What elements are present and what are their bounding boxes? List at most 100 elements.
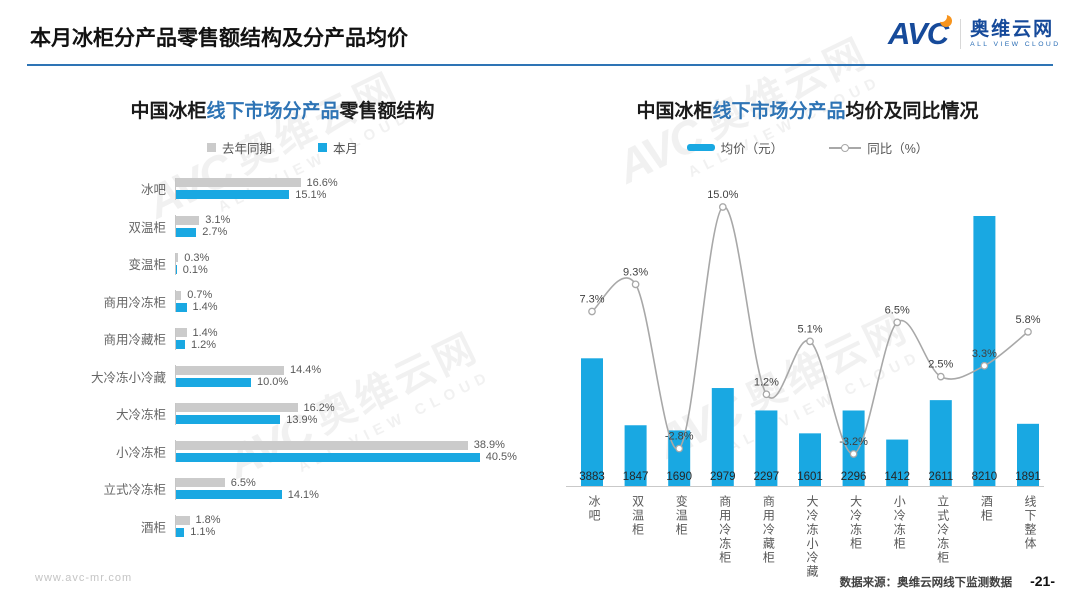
legend-item-avg-price: 均价（元） (686, 138, 783, 157)
bar-pair: 16.2% 13.9% (175, 402, 535, 426)
yoy-value-label: 5.1% (797, 323, 822, 335)
legend-swatch-blue (318, 143, 327, 152)
bar-this-month (176, 265, 177, 275)
yoy-point (849, 450, 858, 458)
category-label: 线下整体 (1023, 495, 1037, 551)
chart-row: 小冷冻柜 38.9% 40.5% (30, 433, 535, 471)
yoy-value-label: 5.8% (1015, 314, 1040, 326)
page-number: -21- (1030, 573, 1055, 589)
category-label: 立式冷冻柜 (103, 483, 166, 498)
category-label: 商用冷藏柜 (761, 495, 776, 565)
bar-value-label: 1.1% (190, 526, 216, 539)
bar-value-label: 15.1% (295, 188, 327, 201)
left-chart-title-suffix: 零售额结构 (339, 101, 435, 122)
bar-value-label: 3.1% (205, 214, 231, 227)
crescent-icon (936, 11, 953, 27)
bar-track: 1.8% (176, 514, 535, 527)
yoy-point (762, 390, 771, 399)
bar-value-label: 1.8% (195, 514, 221, 527)
chart-row: 立式冷冻柜 6.5% 14.1% (30, 470, 535, 508)
yoy-point (631, 280, 640, 289)
chart-row: 冰吧 16.6% 15.1% (30, 170, 535, 208)
price-bar (711, 388, 734, 486)
left-chart-title-highlight: 线下市场分产品 (206, 101, 340, 122)
chart-row: 大冷冻小冷藏 14.4% 10.0% (30, 358, 535, 396)
avc-logo: AVC 奥维云网 ALL VIEW CLOUD (888, 11, 1061, 52)
bar-value-label: 14.4% (290, 364, 322, 377)
yoy-point (806, 337, 814, 346)
bar-track: 0.1% (176, 264, 535, 276)
bar-last-year (176, 365, 284, 375)
price-bar (799, 433, 821, 486)
bar-value-label: 13.9% (286, 413, 318, 426)
bar-value-label: 1.4% (192, 326, 218, 339)
price-value-label: 1601 (797, 471, 823, 483)
website-url: www.avc-mr.com (35, 572, 133, 584)
bar-track: 13.9% (176, 413, 535, 426)
left-chart-title: 中国冰柜线下市场分产品零售额结构 (30, 96, 535, 123)
price-value-label: 2611 (928, 471, 953, 483)
bar-track: 3.1% (176, 214, 535, 227)
right-chart-title-prefix: 中国冰柜 (636, 101, 713, 122)
yoy-value-label: -3.2% (839, 436, 868, 448)
bar-pair: 1.8% 1.1% (175, 514, 535, 539)
bar-track: 15.1% (176, 188, 535, 201)
avg-price-chart-section: 中国冰柜线下市场分产品均价及同比情况 均价（元） 同比（%） 3883 1847 1… (555, 88, 1060, 588)
logo-text-block: 奥维云网 ALL VIEW CLOUD (970, 20, 1060, 48)
chart-row: 变温柜 0.3% 0.1% (30, 245, 535, 283)
bar-track: 0.7% (176, 289, 535, 301)
right-chart-title: 中国冰柜线下市场分产品均价及同比情况 (555, 96, 1060, 123)
legend-label: 去年同期 (221, 142, 272, 156)
legend-bar-icon (686, 144, 715, 151)
legend-label: 本月 (333, 142, 359, 156)
legend-swatch-gray (206, 143, 216, 152)
category-label: 立式冷冻柜 (935, 495, 950, 565)
yoy-value-label: 3.3% (972, 348, 997, 360)
chart-row: 大冷冻柜 16.2% 13.9% (30, 395, 535, 433)
category-label: 大冷冻小冷藏 (90, 370, 166, 385)
category-label: 小冷冻柜 (115, 445, 166, 460)
yoy-value-label: 15.0% (707, 189, 738, 201)
bar-track: 16.2% (176, 402, 535, 414)
footer-right: 数据来源：奥维云网线下监测数据 -21- (840, 573, 1055, 590)
bar-track: 10.0% (176, 376, 535, 388)
logo-divider (960, 19, 962, 49)
right-chart-legend: 均价（元） 同比（%） (555, 138, 1060, 157)
price-bar (973, 216, 996, 486)
yoy-value-label: 1.2% (754, 376, 779, 388)
yoy-point (718, 203, 727, 211)
price-value-label: 1847 (623, 471, 649, 483)
bar-track: 14.4% (176, 364, 535, 377)
bar-this-month (176, 377, 251, 387)
bar-pair: 0.3% 0.1% (175, 252, 535, 276)
bar-track: 14.1% (176, 488, 535, 501)
bar-this-month (176, 415, 281, 425)
category-label: 双温柜 (128, 220, 166, 235)
bar-this-month (176, 190, 290, 200)
bar-pair: 1.4% 1.2% (175, 326, 535, 351)
bar-last-year (176, 440, 468, 450)
bar-value-label: 14.1% (287, 488, 319, 501)
bar-pair: 16.6% 15.1% (175, 177, 535, 201)
legend-label: 同比（%） (867, 142, 929, 156)
yoy-value-label: 7.3% (579, 293, 604, 305)
bar-track: 6.5% (176, 476, 535, 489)
bar-pair: 38.9% 40.5% (175, 439, 535, 463)
bar-last-year (176, 515, 190, 525)
price-bar (668, 430, 691, 486)
page-title: 本月冰柜分产品零售额结构及分产品均价 (30, 27, 408, 50)
bar-track: 16.6% (176, 177, 535, 189)
bar-this-month (176, 527, 185, 537)
avc-logo-brand-text: AVC (888, 16, 949, 51)
bar-track: 1.4% (176, 301, 535, 313)
bar-pair: 0.7% 1.4% (175, 289, 535, 313)
bar-value-label: 6.5% (230, 476, 256, 489)
logo-company-name: 奥维云网 (970, 19, 1055, 40)
yoy-point (1024, 327, 1032, 336)
yoy-value-label: -2.8% (665, 431, 694, 443)
left-chart-title-prefix: 中国冰柜 (130, 101, 207, 122)
category-label: 大冷冻柜 (115, 408, 166, 423)
bar-track: 1.2% (176, 339, 535, 351)
data-source-note: 数据来源：奥维云网线下监测数据 (839, 577, 1013, 589)
